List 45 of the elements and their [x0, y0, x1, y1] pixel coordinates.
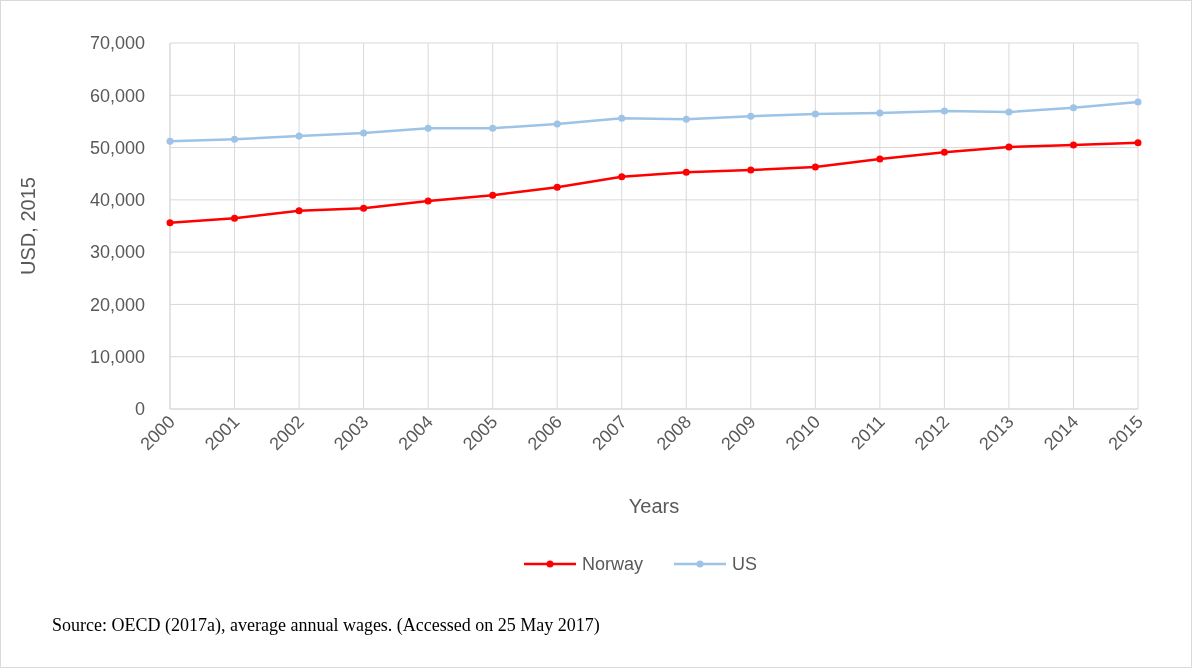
point [1134, 98, 1142, 106]
y-tick-label: 70,000 [89, 33, 145, 54]
y-tick-label: 40,000 [89, 190, 145, 211]
point [424, 124, 432, 132]
point [553, 120, 561, 128]
point [360, 204, 368, 212]
point [940, 107, 948, 115]
point [489, 191, 497, 199]
point [747, 112, 755, 120]
point [231, 135, 239, 143]
point [295, 132, 303, 140]
point [1005, 108, 1013, 116]
y-tick-label: 60,000 [89, 85, 145, 106]
point [166, 219, 174, 227]
point [876, 155, 884, 163]
point [811, 163, 819, 171]
point [424, 197, 432, 205]
point [1069, 141, 1077, 149]
point [682, 168, 690, 176]
point [231, 214, 239, 222]
point [489, 124, 497, 132]
source-note: Source: OECD (2017a), average annual wages. (Accessed on 25 May 2017) [52, 615, 600, 636]
point [811, 110, 819, 118]
point [295, 207, 303, 215]
x-axis-title: Years [628, 495, 680, 517]
point [940, 148, 948, 156]
point [1134, 139, 1142, 147]
point [618, 114, 626, 122]
point [360, 129, 368, 137]
point [618, 173, 626, 181]
y-axis-title: USD, 2015 [17, 177, 39, 275]
point [166, 137, 174, 145]
point [876, 109, 884, 117]
point [1005, 143, 1013, 151]
y-tick-label: 50,000 [89, 137, 145, 158]
point [747, 166, 755, 174]
y-tick-label: 20,000 [89, 294, 145, 315]
legend-label: Norway [582, 554, 644, 575]
y-tick-label: 30,000 [89, 242, 145, 263]
point [682, 115, 690, 123]
y-tick-label: 10,000 [89, 347, 145, 368]
point [1069, 104, 1077, 112]
y-tick-label: 0 [134, 399, 145, 420]
point [553, 183, 561, 191]
legend-label: US [732, 554, 758, 575]
